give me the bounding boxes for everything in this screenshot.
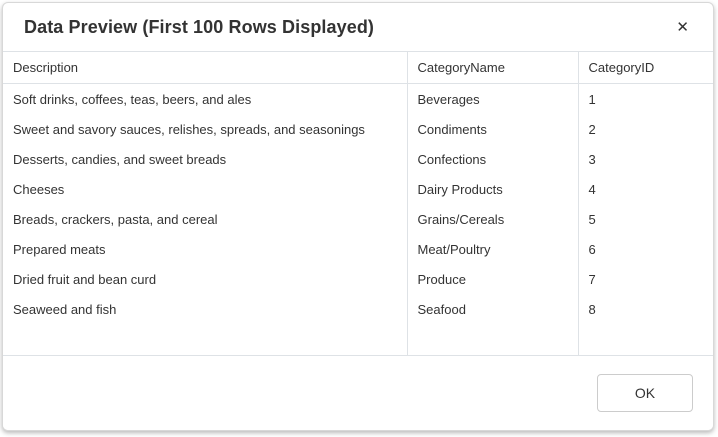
table-row: Seaweed and fish Seafood 8 bbox=[3, 294, 713, 324]
cell-category-name: Seafood bbox=[407, 294, 579, 324]
cell-description: Dried fruit and bean curd bbox=[3, 264, 408, 294]
column-header-categoryname: CategoryName bbox=[407, 52, 579, 84]
table-row: Dried fruit and bean curd Produce 7 bbox=[3, 264, 713, 294]
dialog-footer: OK bbox=[3, 356, 713, 430]
ok-button[interactable]: OK bbox=[597, 374, 693, 412]
cell-description: Soft drinks, coffees, teas, beers, and a… bbox=[3, 83, 408, 114]
table-filler-row bbox=[3, 324, 713, 355]
preview-table: Description CategoryName CategoryID Soft… bbox=[3, 52, 713, 355]
dialog-title: Data Preview (First 100 Rows Displayed) bbox=[24, 16, 375, 37]
cell-description: Sweet and savory sauces, relishes, sprea… bbox=[3, 114, 408, 144]
table-row: Cheeses Dairy Products 4 bbox=[3, 174, 713, 204]
preview-table-area: Description CategoryName CategoryID Soft… bbox=[3, 52, 713, 356]
table-row: Soft drinks, coffees, teas, beers, and a… bbox=[3, 83, 713, 114]
cell-category-name: Grains/Cereals bbox=[407, 204, 579, 234]
data-preview-dialog: Data Preview (First 100 Rows Displayed) … bbox=[2, 2, 714, 431]
cell-category-id: 5 bbox=[588, 211, 596, 227]
column-header-categoryid: CategoryID bbox=[578, 52, 713, 84]
close-icon[interactable]: ✕ bbox=[668, 18, 697, 37]
cell-category-name: Produce bbox=[407, 264, 579, 294]
table-row: Sweet and savory sauces, relishes, sprea… bbox=[3, 114, 713, 144]
cell-category-id: 8 bbox=[588, 301, 596, 317]
cell-description: Seaweed and fish bbox=[3, 294, 408, 324]
table-row: Breads, crackers, pasta, and cereal Grai… bbox=[3, 204, 713, 234]
cell-category-id: 3 bbox=[588, 151, 596, 167]
table-row: Desserts, candies, and sweet breads Conf… bbox=[3, 144, 713, 174]
cell-category-name: Confections bbox=[407, 144, 579, 174]
table-row: Prepared meats Meat/Poultry 6 bbox=[3, 234, 713, 264]
cell-description: Cheeses bbox=[3, 174, 408, 204]
cell-description: Breads, crackers, pasta, and cereal bbox=[3, 204, 408, 234]
cell-category-id: 2 bbox=[588, 121, 596, 137]
cell-category-name: Beverages bbox=[407, 83, 579, 114]
cell-category-id: 1 bbox=[588, 91, 596, 107]
cell-description: Prepared meats bbox=[3, 234, 408, 264]
cell-category-id: 6 bbox=[588, 241, 596, 257]
cell-category-id: 4 bbox=[588, 181, 596, 197]
cell-category-name: Condiments bbox=[407, 114, 579, 144]
cell-description: Desserts, candies, and sweet breads bbox=[3, 144, 408, 174]
table-header-row: Description CategoryName CategoryID bbox=[3, 52, 713, 84]
cell-category-id: 7 bbox=[588, 271, 596, 287]
cell-category-name: Dairy Products bbox=[407, 174, 579, 204]
column-header-description: Description bbox=[3, 52, 408, 84]
cell-category-name: Meat/Poultry bbox=[407, 234, 579, 264]
dialog-header: Data Preview (First 100 Rows Displayed) … bbox=[3, 3, 713, 52]
